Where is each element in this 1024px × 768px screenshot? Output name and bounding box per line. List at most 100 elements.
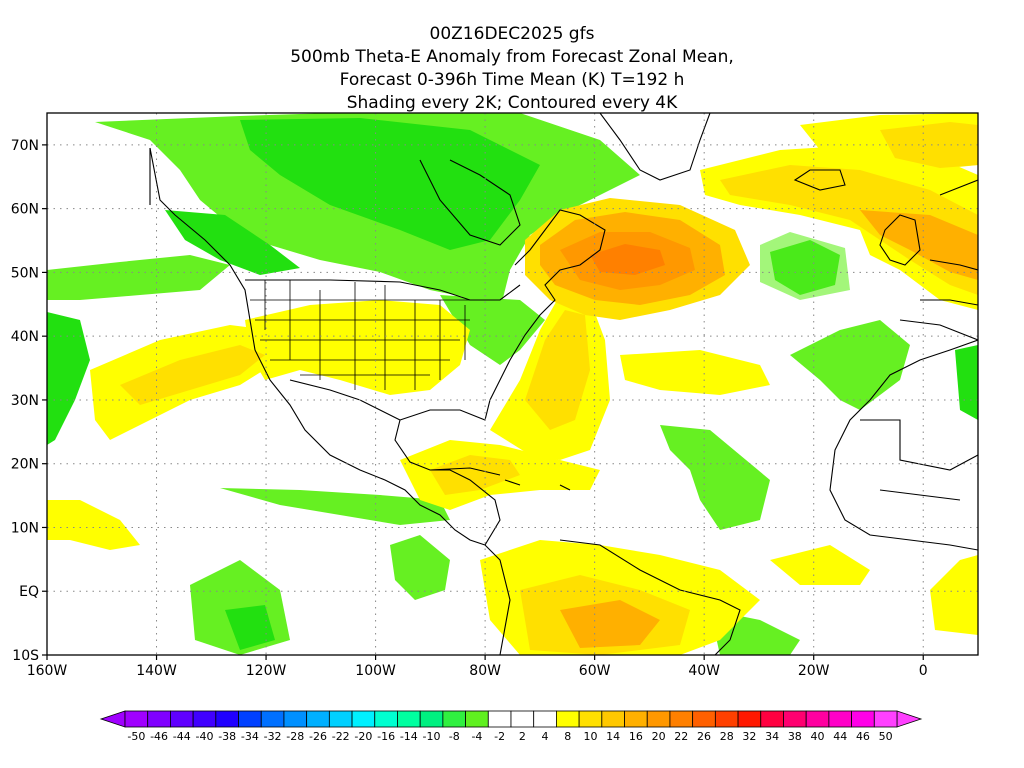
latitude-tick-label: EQ: [19, 584, 39, 600]
latitude-tick-label: 10N: [11, 520, 39, 536]
colorbar-swatch: [215, 710, 239, 728]
shading-south-america-orange: [560, 600, 660, 648]
colorbar-swatch: [669, 710, 694, 728]
colorbar-label: -40: [195, 730, 213, 743]
shading-hawaii-yellow: [47, 500, 140, 550]
colorbar-swatch: [692, 710, 716, 728]
title-line-2: 500mb Theta-E Anomaly from Forecast Zona…: [290, 47, 734, 67]
coastline-iceland: [793, 169, 846, 191]
colorbar-label: -38: [218, 730, 236, 743]
colorbar-swatch: [306, 710, 330, 728]
colorbar-swatch: [828, 710, 852, 728]
colorbar-label: -44: [173, 730, 191, 743]
shading-pacific-south-green-dark: [225, 605, 275, 650]
title-line-1: 00Z16DEC2025 gfs: [429, 24, 595, 44]
colorbar-label: -20: [354, 730, 372, 743]
latitude-tick-label: 70N: [11, 138, 39, 154]
islands-caribbean: [429, 467, 571, 491]
colorbar-label: -34: [241, 730, 259, 743]
colorbar-swatch: [419, 710, 444, 728]
colorbar-label: 26: [697, 730, 711, 743]
colorbar-label: -32: [264, 730, 282, 743]
shading-atlantic-green-east-outer: [760, 232, 850, 300]
colorbar-label: -14: [400, 730, 418, 743]
longitude-tick-label: 140W: [136, 663, 177, 679]
shading-caribbean-gold: [430, 455, 520, 495]
colorbar-label: -10: [423, 730, 441, 743]
coastline-africa: [829, 339, 978, 551]
colorbar-swatch: [533, 710, 557, 728]
colorbar-label: 20: [652, 730, 666, 743]
longitude-tick-label: 80W: [469, 663, 501, 679]
longitude-tick-label: 0: [919, 663, 928, 679]
colorbar-label: 4: [542, 730, 549, 743]
colorbar-left-arrow: [99, 710, 126, 728]
shading-pacific-nw-green: [165, 210, 300, 275]
coastline-europe: [899, 179, 978, 341]
colorbar-label: -8: [449, 730, 460, 743]
latitude-tick-label: 60N: [11, 202, 39, 218]
colorbar-swatch: [328, 710, 353, 728]
shading-mid-atlantic-green: [660, 425, 770, 530]
colorbar-label: 22: [674, 730, 688, 743]
shading-europe-gold: [720, 165, 978, 295]
longitude-axis: 160W 140W 120W 100W 80W 60W 40W 20W 0: [27, 655, 928, 679]
latitude-tick-label: 30N: [11, 393, 39, 409]
latitude-tick-label: 20N: [11, 457, 39, 473]
colorbar-swatch: [170, 710, 194, 728]
colorbar-label: -22: [332, 730, 350, 743]
border-us-canada: [245, 279, 521, 301]
colorbar: -50 -46 -44 -40 -38 -34 -32 -28 -26 -22 -20 -16 -14-…: [99, 710, 923, 743]
plot-frame: [46, 112, 979, 656]
colorbar-swatch: [510, 710, 535, 728]
colorbar-swatch: [624, 710, 648, 728]
colorbar-label: 40: [811, 730, 825, 743]
latitude-tick-label: 50N: [11, 265, 39, 281]
shading-africa-coast-yellow: [930, 555, 978, 635]
shading-atlantic-south-yellow: [770, 545, 870, 585]
colorbar-swatch: [260, 710, 285, 728]
shading-layer: [47, 113, 978, 655]
colorbar-label: 8: [564, 730, 571, 743]
shading-pacific-band-green: [47, 255, 230, 300]
longitude-tick-label: 120W: [246, 663, 287, 679]
colorbar-label: 50: [879, 730, 893, 743]
colorbar-right-arrow: [896, 710, 923, 728]
shading-labrador-core: [590, 244, 665, 275]
shading-arctic-gold: [880, 122, 978, 168]
colorbar-label: 28: [720, 730, 734, 743]
coastline-south-america: [484, 539, 741, 655]
colorbar-label: -4: [471, 730, 482, 743]
colorbar-label: 16: [629, 730, 643, 743]
colorbar-label: 46: [856, 730, 870, 743]
title-line-3: Forecast 0-396h Time Mean (K) T=192 h: [339, 70, 685, 90]
colorbar-label: -2: [494, 730, 505, 743]
colorbar-swatch: [465, 710, 489, 728]
colorbar-label: -28: [286, 730, 304, 743]
colorbar-swatch: [283, 710, 308, 728]
longitude-tick-label: 20W: [798, 663, 830, 679]
colorbar-swatch: [192, 710, 217, 728]
colorbar-swatch: [124, 710, 149, 728]
colorbar-label: 32: [742, 730, 756, 743]
shading-west-pacific-green: [47, 312, 90, 445]
colorbar-swatch: [351, 710, 376, 728]
coastline-north-america-west: [149, 147, 486, 546]
shading-eastern-pacific-green: [220, 488, 450, 525]
coastline-uk: [879, 214, 921, 266]
coastline-greenland: [599, 113, 711, 181]
colorbar-swatch: [147, 710, 171, 728]
colorbar-label: 2: [519, 730, 526, 743]
colorbar-swatch: [714, 710, 739, 728]
latitude-tick-label: 10S: [12, 648, 39, 664]
shading-pacific-gold: [120, 345, 265, 405]
colorbar-label: 14: [606, 730, 620, 743]
shading-far-east-green: [955, 345, 978, 420]
colorbar-swatch: [873, 710, 898, 728]
colorbar-label: -46: [150, 730, 168, 743]
longitude-tick-label: 160W: [27, 663, 68, 679]
colorbar-swatch: [442, 710, 466, 728]
colorbar-swatch: [646, 710, 671, 728]
colorbar-label: 38: [788, 730, 802, 743]
state-borders: [250, 280, 470, 390]
